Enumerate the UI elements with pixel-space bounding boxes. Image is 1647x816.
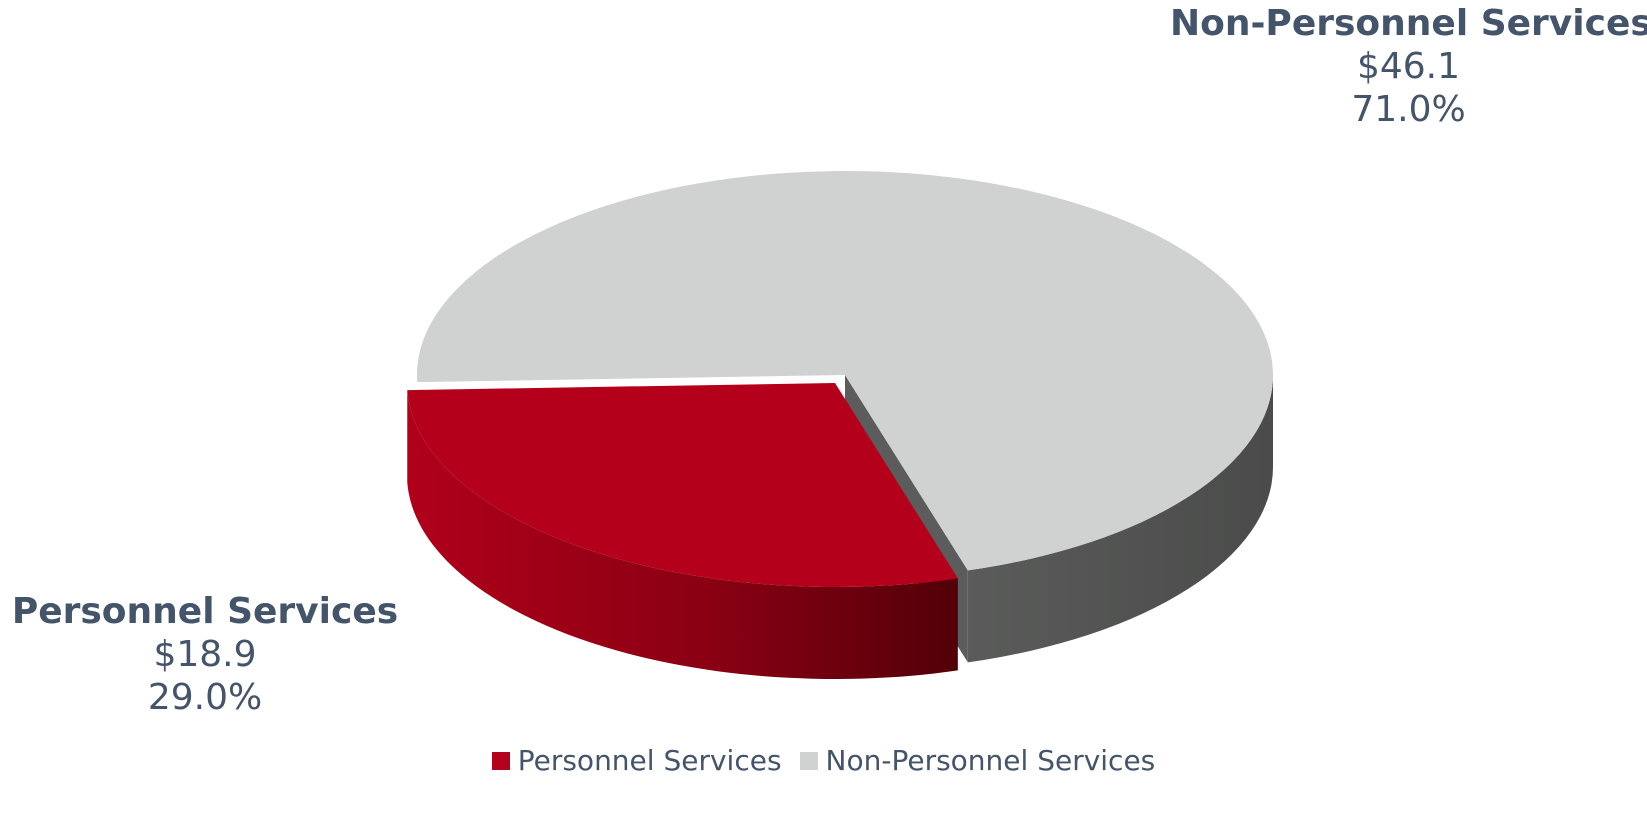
data-label-category: Non-Personnel Services <box>1170 3 1647 44</box>
slice-side-non-personnel <box>967 375 1273 663</box>
slice-side-personnel <box>407 390 958 679</box>
data-label-value: $46.1 <box>1356 46 1461 88</box>
legend-item-personnel[interactable]: Personnel Services <box>491 744 782 777</box>
legend-label: Personnel Services <box>517 744 782 777</box>
legend-swatch <box>491 751 510 770</box>
data-label-non-personnel: Non-Personnel Services $46.1 71.0% <box>1170 2 1647 132</box>
slice-top-personnel <box>407 383 958 587</box>
data-label-percent: 29.0% <box>147 677 263 719</box>
legend-item-non-personnel[interactable]: Non-Personnel Services <box>799 744 1156 777</box>
legend-swatch <box>799 751 818 770</box>
legend: Personnel Services Non-Personnel Service… <box>0 744 1647 777</box>
data-label-personnel: Personnel Services $18.9 29.0% <box>0 590 410 720</box>
legend-label: Non-Personnel Services <box>825 744 1156 777</box>
data-label-value: $18.9 <box>153 634 257 676</box>
data-label-category: Personnel Services <box>11 591 399 632</box>
data-label-percent: 71.0% <box>1351 89 1466 131</box>
slice-top-non-personnel <box>416 171 1273 571</box>
